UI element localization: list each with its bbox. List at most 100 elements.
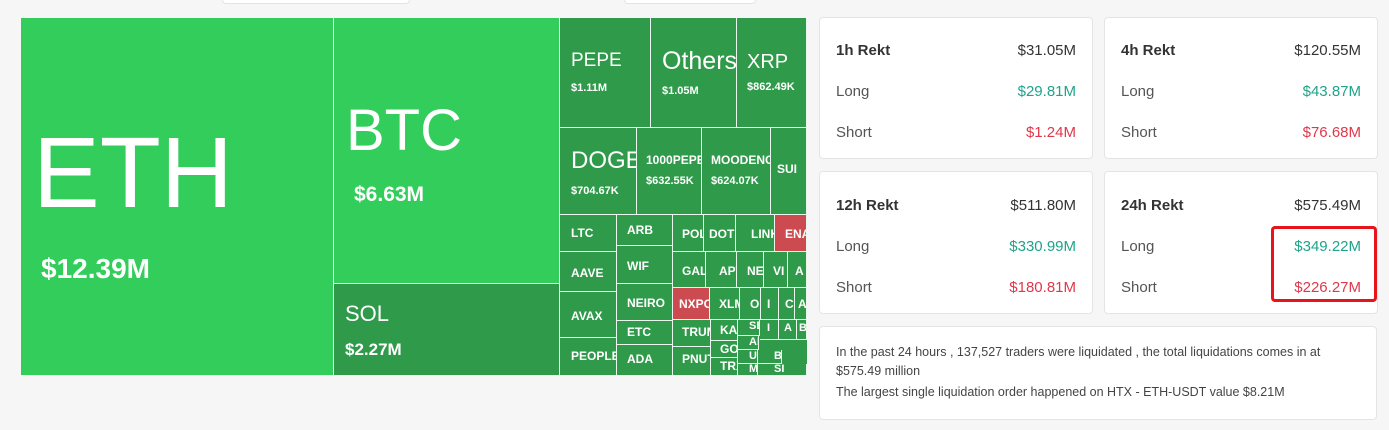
tile-symbol: BO [774,350,782,362]
treemap-tile-c[interactable]: C [779,288,795,320]
treemap-tile-sol[interactable]: SOL $2.27M [334,284,560,376]
tile-symbol: KAI [720,323,738,337]
treemap-tile-btc[interactable]: BTC $6.63M [334,18,560,284]
tile-symbol: WIF [627,259,649,273]
liquidation-treemap: ETH $12.39M BTC $6.63M SOL $2.27M PEPE $1.11M Ot… [21,18,807,376]
long-label: Long [1121,237,1155,255]
long-value: $349.22M [1294,237,1361,255]
tile-symbol: PNUT [682,352,710,366]
treemap-tile-wif[interactable]: WIF [617,246,673,284]
treemap-tile-ada[interactable]: ADA [617,345,673,376]
treemap-tile-ltc[interactable]: LTC [560,215,617,252]
tile-symbol: XRP [747,51,789,73]
tile-symbol: ENA [785,227,806,241]
short-label: Short [836,123,872,141]
card-total: $575.49M [1294,196,1361,214]
treemap-tile-ena[interactable]: ENA [775,215,807,252]
tile-symbol: UN [749,350,757,362]
card-title: 1h Rekt [836,41,891,59]
treemap-tile-neiro[interactable]: NEIRO [617,284,673,321]
treemap-tile-vi[interactable]: VI [764,252,788,288]
tile-value: $12.39M [41,253,150,284]
tile-symbol: A [784,322,792,334]
treemap-tile-un[interactable]: UN [738,350,758,364]
treemap-tile-gala[interactable]: GALA [673,252,706,288]
treemap-tile-trump[interactable]: TRUMP [673,320,711,347]
short-value: $1.24M [1025,123,1076,141]
stat-card-1h: 1h Rekt $31.05M Long $29.81M Short $1.24… [819,17,1093,159]
treemap-tile-aave[interactable]: AAVE [560,252,617,292]
tile-symbol: NEAR [747,264,764,278]
tile-symbol: GOA [720,342,738,356]
treemap-tile-apt[interactable]: APT [706,252,737,288]
tile-symbol: TRUMP [682,325,710,339]
treemap-tile-goa[interactable]: GOA [711,341,738,358]
treemap-tile-kai[interactable]: KAI [711,320,738,341]
treemap-tile-si[interactable]: SI [758,364,807,376]
treemap-tile-ai[interactable]: AI [738,336,759,350]
treemap-tile-nxpc[interactable]: NXPC [673,288,710,320]
tile-symbol: GALA [682,264,705,278]
stat-card-24h: 24h Rekt $575.49M Long $349.22M Short $2… [1104,171,1378,314]
treemap-tile-sui[interactable]: SUI [771,128,807,215]
treemap-tile-i[interactable]: I [760,320,779,340]
treemap-tile-etc[interactable]: ETC [617,321,673,345]
treemap-tile-link[interactable]: LINK [736,215,775,252]
tile-symbol: NXPC [679,297,710,311]
treemap-tile-o[interactable]: O [740,288,761,320]
treemap-tile-near[interactable]: NEAR [737,252,764,288]
tile-symbol: TRX [720,359,737,373]
toolbar-stub-left [222,0,410,4]
treemap-tile-a[interactable]: A [788,252,807,288]
tile-symbol: LTC [571,226,594,240]
treemap-tile-avax[interactable]: AVAX [560,292,617,338]
short-label: Short [1121,278,1157,296]
tile-value: $704.67K [571,185,619,197]
treemap-tile-moodeng[interactable]: MOODENG $624.07K [702,128,771,215]
card-title: 4h Rekt [1121,41,1176,59]
treemap-tile-pnut[interactable]: PNUT [673,347,711,376]
tile-value: $624.07K [711,175,759,187]
treemap-tile-se[interactable]: SE [738,320,760,336]
long-label: Long [836,237,870,255]
treemap-tile-dot[interactable]: DOT [704,215,736,252]
tile-symbol: XLM [719,297,739,311]
treemap-tile-a[interactable]: A [795,288,807,320]
card-total: $511.80M [1010,196,1076,214]
tile-value: $862.49K [747,81,795,93]
treemap-tile-pol[interactable]: POL [673,215,704,252]
tile-symbol: Others [662,47,737,75]
tile-symbol: SOL [345,301,390,326]
tile-symbol: MA [749,364,758,375]
card-title: 24h Rekt [1121,196,1184,214]
treemap-tile-i[interactable]: I [761,288,779,320]
tile-symbol: SE [749,320,759,332]
tile-symbol: I [767,297,771,311]
stat-card-12h: 12h Rekt $511.80M Long $330.99M Short $1… [819,171,1093,314]
tile-value: $1.05M [662,85,699,97]
treemap-tile-pepe[interactable]: PEPE $1.11M [560,18,651,128]
long-value: $330.99M [1009,237,1076,255]
tile-symbol: ARB [627,223,653,237]
treemap-tile-doge[interactable]: DOGE $704.67K [560,128,637,215]
treemap-tile-b[interactable]: B [797,320,807,340]
tile-symbol: SI [774,364,785,375]
toolbar-stub-right [624,0,756,4]
treemap-tile-bo[interactable]: BO [758,350,782,364]
treemap-tile-1000pepe[interactable]: 1000PEPE $632.55K [637,128,702,215]
treemap-tile-xlm[interactable]: XLM [710,288,740,320]
tile-symbol: ADA [627,352,653,366]
tile-value: $632.55K [646,175,694,187]
treemap-tile-eth[interactable]: ETH $12.39M [21,18,334,376]
tile-symbol: ETC [627,325,651,339]
treemap-tile-others[interactable]: Others $1.05M [651,18,737,128]
tile-symbol: A [795,264,804,278]
treemap-tile-people[interactable]: PEOPLE [560,338,617,376]
treemap-tile-a[interactable]: A [779,320,797,340]
treemap-tile-arb[interactable]: ARB [617,215,673,246]
treemap-tile-trx[interactable]: TRX [711,358,738,376]
tile-symbol: VI [773,264,785,278]
treemap-tile-xrp[interactable]: XRP $862.49K [737,18,807,128]
tile-symbol: 1000PEPE [646,153,702,167]
treemap-tile-ma[interactable]: MA [738,364,758,376]
